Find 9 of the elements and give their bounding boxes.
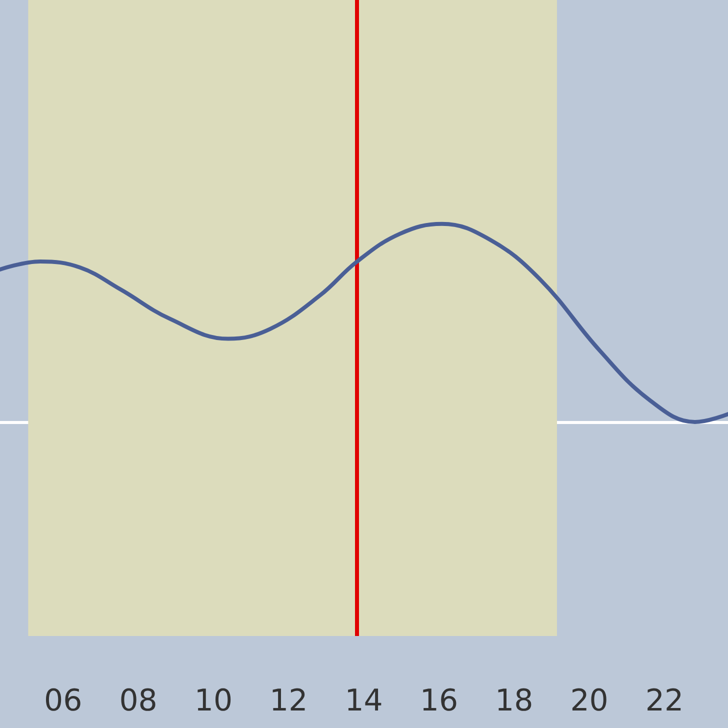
x-tick-label: 18 [495,684,534,718]
x-tick-label: 06 [44,684,82,718]
x-tick-label: 12 [270,684,308,718]
x-tick-label: 08 [119,684,158,718]
x-tick-label: 22 [645,684,684,718]
x-tick-label: 14 [344,684,383,718]
x-tick-label: 10 [194,684,233,718]
x-tick-label: 20 [570,684,608,718]
x-tick-label: 16 [420,684,458,718]
